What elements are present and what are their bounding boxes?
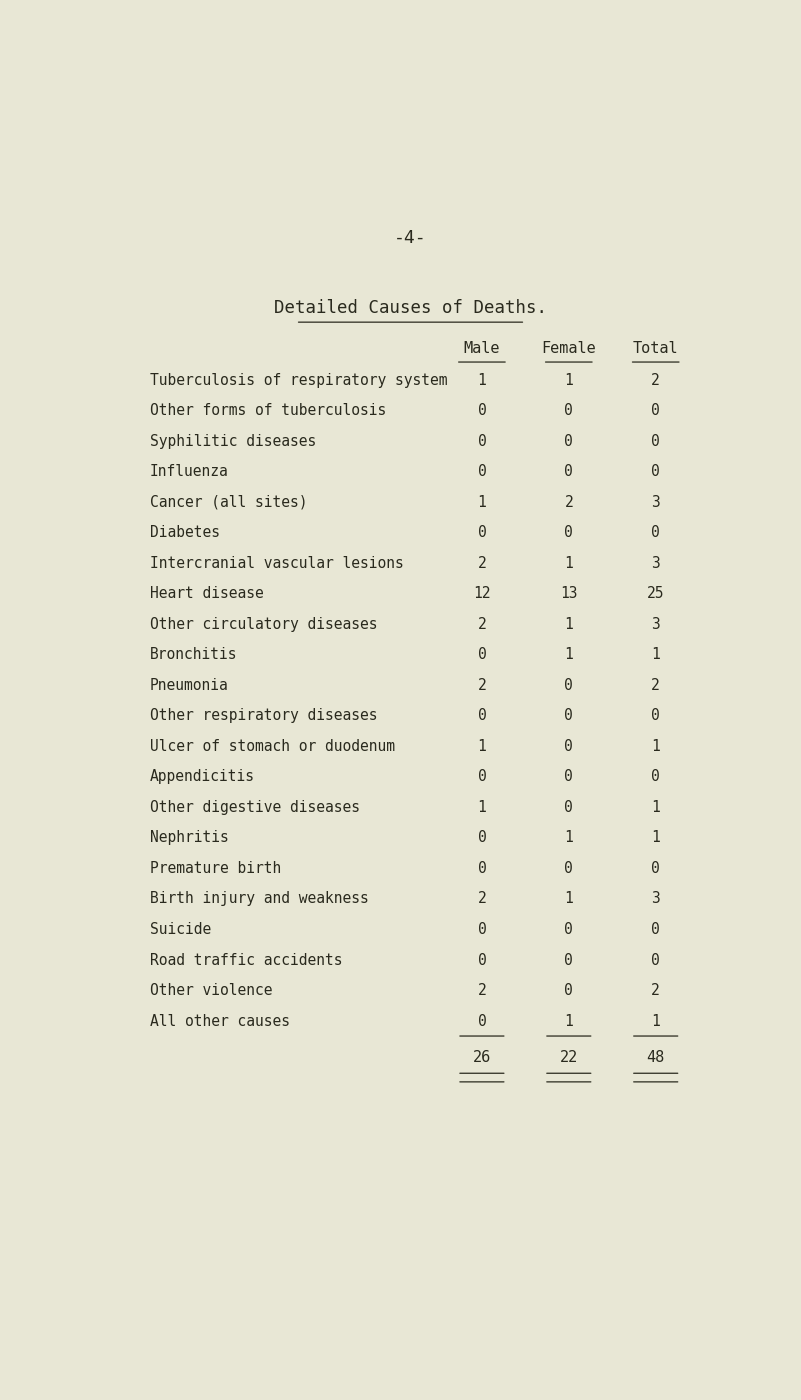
Text: 1: 1 (477, 739, 486, 755)
Text: 2: 2 (477, 617, 486, 631)
Text: 26: 26 (473, 1050, 491, 1065)
Text: 0: 0 (565, 983, 574, 998)
Text: 0: 0 (565, 770, 574, 784)
Text: 1: 1 (477, 494, 486, 510)
Text: Total: Total (633, 340, 678, 356)
Text: Heart disease: Heart disease (150, 587, 264, 602)
Text: 0: 0 (651, 434, 660, 449)
Text: All other causes: All other causes (150, 1014, 290, 1029)
Text: 0: 0 (565, 465, 574, 479)
Text: 0: 0 (565, 525, 574, 540)
Text: 0: 0 (477, 923, 486, 937)
Text: Tuberculosis of respiratory system: Tuberculosis of respiratory system (150, 372, 447, 388)
Text: 1: 1 (565, 617, 574, 631)
Text: Syphilitic diseases: Syphilitic diseases (150, 434, 316, 449)
Text: 2: 2 (477, 892, 486, 906)
Text: Detailed Causes of Deaths.: Detailed Causes of Deaths. (274, 300, 547, 318)
Text: 0: 0 (477, 830, 486, 846)
Text: 0: 0 (651, 525, 660, 540)
Text: 1: 1 (565, 372, 574, 388)
Text: 3: 3 (651, 556, 660, 571)
Text: 2: 2 (477, 983, 486, 998)
Text: 1: 1 (477, 372, 486, 388)
Text: 0: 0 (477, 525, 486, 540)
Text: -4-: -4- (394, 230, 427, 246)
Text: 0: 0 (477, 1014, 486, 1029)
Text: 2: 2 (477, 556, 486, 571)
Text: Influenza: Influenza (150, 465, 228, 479)
Text: 0: 0 (565, 739, 574, 755)
Text: 0: 0 (477, 861, 486, 876)
Text: 0: 0 (477, 770, 486, 784)
Text: 1: 1 (651, 647, 660, 662)
Text: 0: 0 (651, 770, 660, 784)
Text: 3: 3 (651, 494, 660, 510)
Text: 1: 1 (565, 556, 574, 571)
Text: 3: 3 (651, 617, 660, 631)
Text: Intercranial vascular lesions: Intercranial vascular lesions (150, 556, 404, 571)
Text: Birth injury and weakness: Birth injury and weakness (150, 892, 368, 906)
Text: 1: 1 (565, 1014, 574, 1029)
Text: Female: Female (541, 340, 596, 356)
Text: 0: 0 (651, 861, 660, 876)
Text: 0: 0 (565, 861, 574, 876)
Text: 0: 0 (565, 952, 574, 967)
Text: Nephritis: Nephritis (150, 830, 228, 846)
Text: 0: 0 (565, 678, 574, 693)
Text: Pneumonia: Pneumonia (150, 678, 228, 693)
Text: Road traffic accidents: Road traffic accidents (150, 952, 342, 967)
Text: 0: 0 (477, 952, 486, 967)
Text: 1: 1 (651, 739, 660, 755)
Text: 1: 1 (651, 830, 660, 846)
Text: 0: 0 (565, 923, 574, 937)
Text: Appendicitis: Appendicitis (150, 770, 255, 784)
Text: 22: 22 (560, 1050, 578, 1065)
Text: Ulcer of stomach or duodenum: Ulcer of stomach or duodenum (150, 739, 395, 755)
Text: 0: 0 (651, 923, 660, 937)
Text: Other circulatory diseases: Other circulatory diseases (150, 617, 377, 631)
Text: 0: 0 (477, 708, 486, 724)
Text: 0: 0 (565, 708, 574, 724)
Text: 1: 1 (565, 830, 574, 846)
Text: Other respiratory diseases: Other respiratory diseases (150, 708, 377, 724)
Text: 1: 1 (565, 892, 574, 906)
Text: Male: Male (464, 340, 500, 356)
Text: Premature birth: Premature birth (150, 861, 281, 876)
Text: 25: 25 (647, 587, 665, 602)
Text: 0: 0 (565, 799, 574, 815)
Text: 13: 13 (560, 587, 578, 602)
Text: 0: 0 (565, 403, 574, 419)
Text: 3: 3 (651, 892, 660, 906)
Text: 2: 2 (651, 372, 660, 388)
Text: Other digestive diseases: Other digestive diseases (150, 799, 360, 815)
Text: 0: 0 (477, 465, 486, 479)
Text: Bronchitis: Bronchitis (150, 647, 237, 662)
Text: Other violence: Other violence (150, 983, 272, 998)
Text: 0: 0 (651, 952, 660, 967)
Text: 1: 1 (651, 1014, 660, 1029)
Text: 0: 0 (565, 434, 574, 449)
Text: Diabetes: Diabetes (150, 525, 219, 540)
Text: 1: 1 (477, 799, 486, 815)
Text: 0: 0 (477, 403, 486, 419)
Text: 0: 0 (651, 465, 660, 479)
Text: 2: 2 (477, 678, 486, 693)
Text: 0: 0 (477, 434, 486, 449)
Text: Other forms of tuberculosis: Other forms of tuberculosis (150, 403, 386, 419)
Text: Suicide: Suicide (150, 923, 211, 937)
Text: Cancer (all sites): Cancer (all sites) (150, 494, 308, 510)
Text: 48: 48 (646, 1050, 665, 1065)
Text: 12: 12 (473, 587, 491, 602)
Text: 1: 1 (651, 799, 660, 815)
Text: 0: 0 (651, 708, 660, 724)
Text: 2: 2 (651, 983, 660, 998)
Text: 2: 2 (565, 494, 574, 510)
Text: 2: 2 (651, 678, 660, 693)
Text: 1: 1 (565, 647, 574, 662)
Text: 0: 0 (651, 403, 660, 419)
Text: 0: 0 (477, 647, 486, 662)
